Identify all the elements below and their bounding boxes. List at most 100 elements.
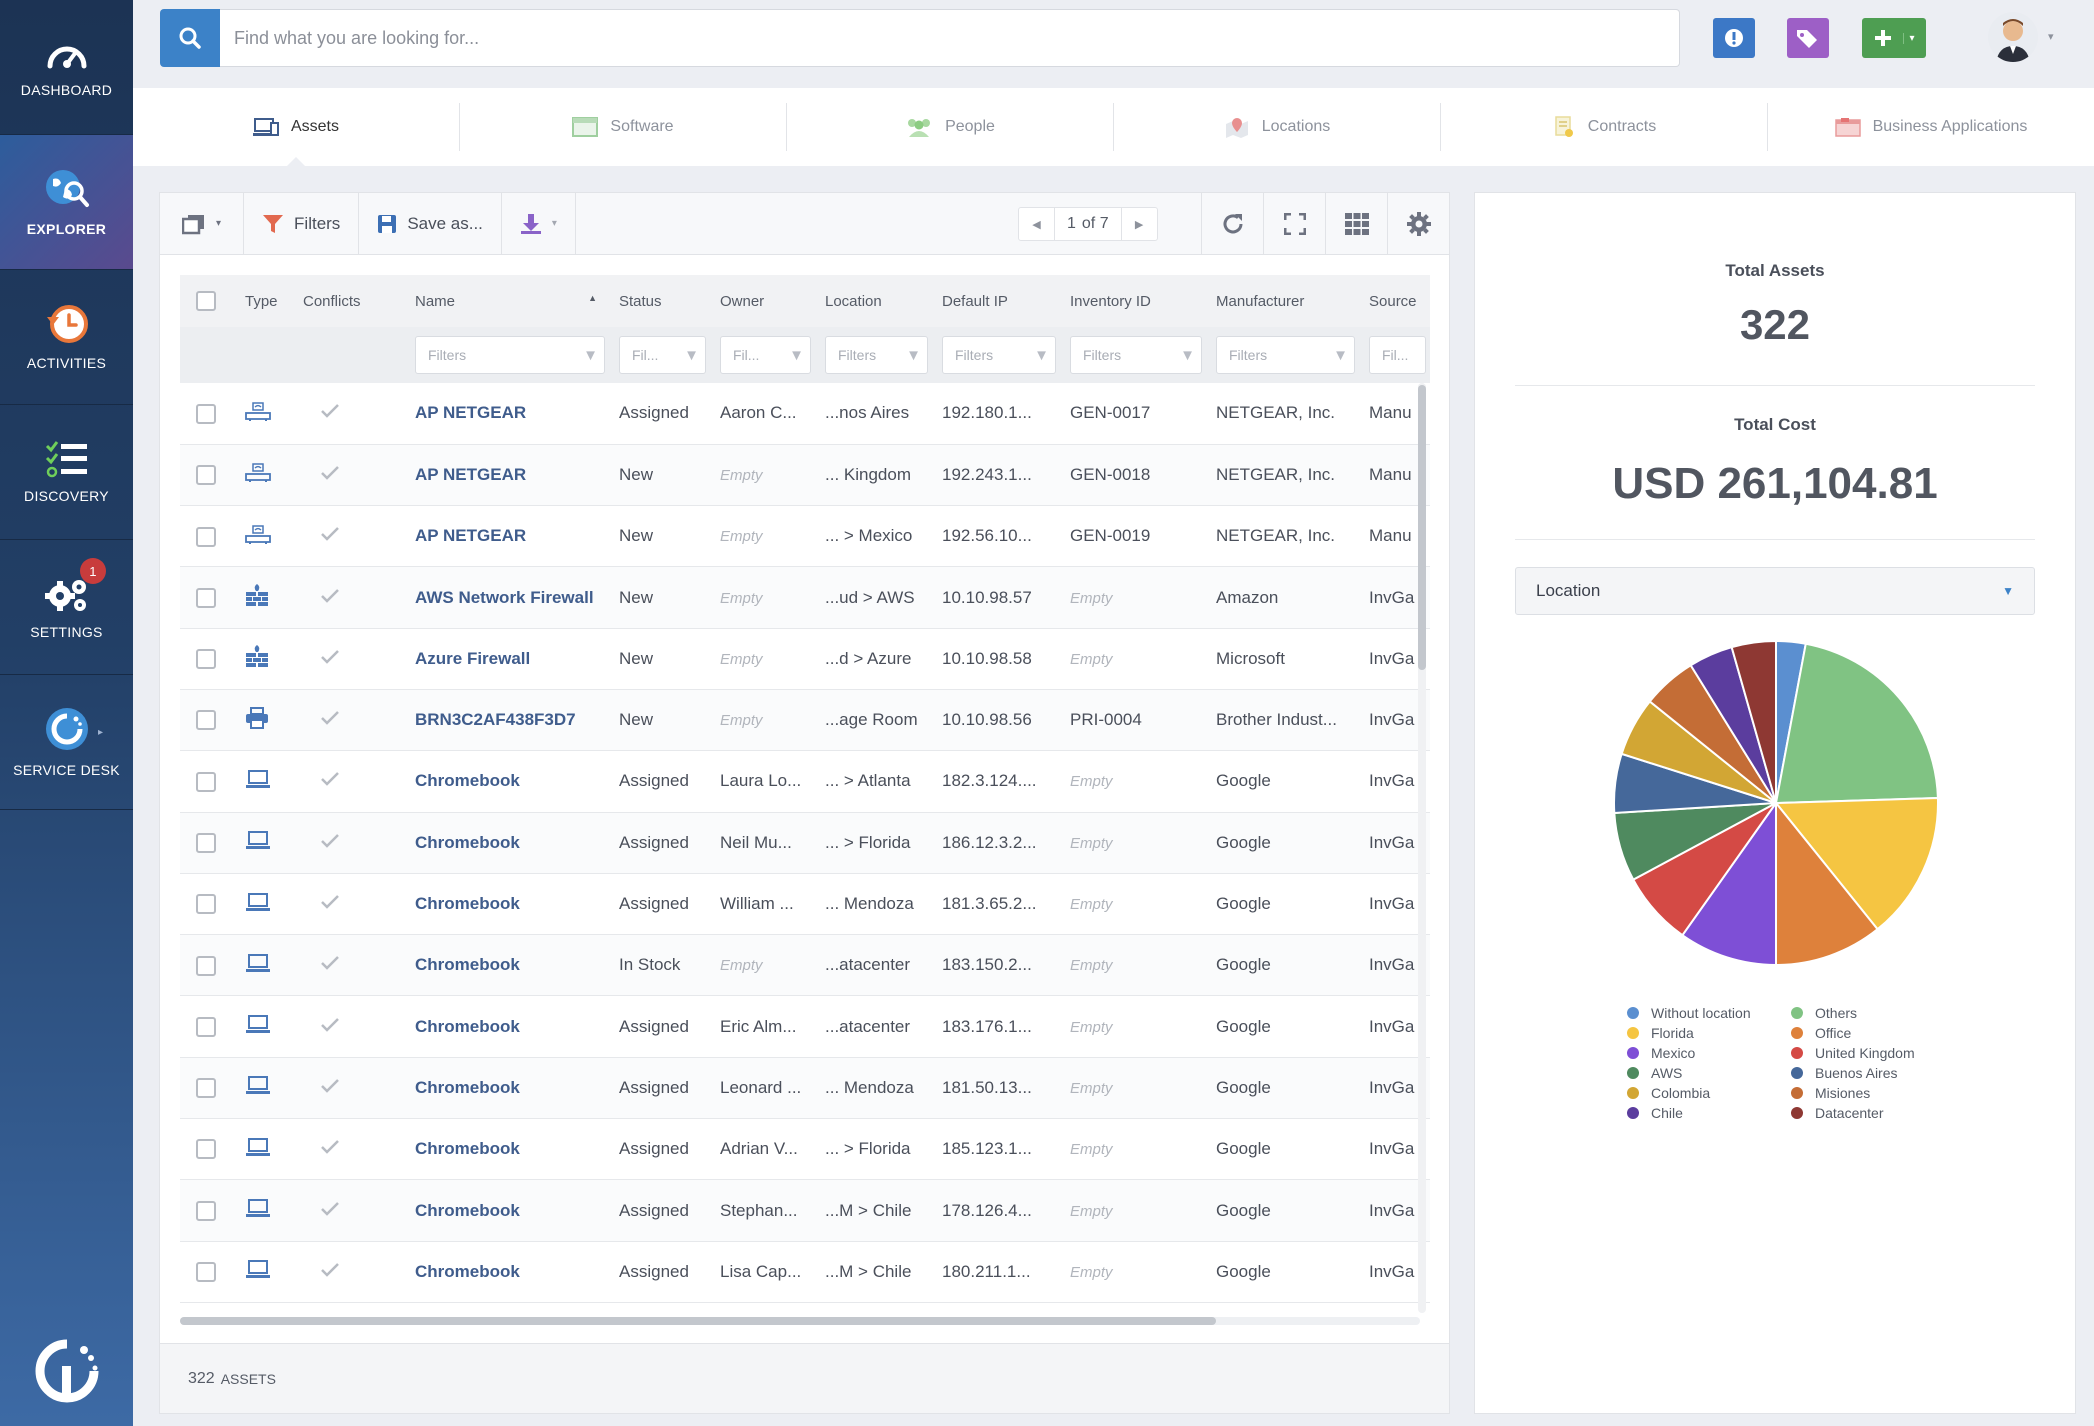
export-button[interactable]: ▾: [502, 192, 576, 255]
legend-item[interactable]: Mexico: [1627, 1043, 1791, 1063]
horizontal-scrollbar-thumb[interactable]: [180, 1317, 1216, 1325]
table-row[interactable]: AWS Network Firewall New Empty ...ud > AWS 1…: [180, 566, 1430, 629]
name-cell[interactable]: Chromebook: [405, 812, 609, 874]
column-header-owner[interactable]: Owner: [710, 275, 815, 327]
column-header-source[interactable]: Source: [1359, 275, 1430, 327]
legend-item[interactable]: Without location: [1627, 1003, 1791, 1023]
name-cell[interactable]: AP NETGEAR: [405, 505, 609, 568]
next-page-button[interactable]: ▶: [1120, 208, 1157, 240]
legend-item[interactable]: Office: [1791, 1023, 1951, 1043]
add-new-button[interactable]: ▾: [1862, 18, 1926, 58]
table-row[interactable]: AP NETGEAR New Empty ... Kingdom 192.243.1..…: [180, 444, 1430, 507]
name-cell[interactable]: Chromebook: [405, 1241, 609, 1303]
name-cell[interactable]: Chromebook: [405, 1057, 609, 1120]
pie-slice-others[interactable]: [1774, 642, 1939, 805]
alerts-button[interactable]: [1713, 18, 1755, 58]
column-header-manufacturer[interactable]: Manufacturer: [1206, 275, 1359, 327]
table-row[interactable]: Chromebook In Stock Empty ...atacenter 183.1…: [180, 934, 1430, 997]
asset-name-link[interactable]: BRN3C2AF438F3D7: [415, 710, 576, 730]
column-header-status[interactable]: Status: [609, 275, 710, 327]
name-cell[interactable]: Chromebook: [405, 873, 609, 936]
name-cell[interactable]: Chromebook: [405, 995, 609, 1058]
asset-name-link[interactable]: Chromebook: [415, 832, 520, 852]
tags-button[interactable]: [1787, 18, 1829, 58]
table-row[interactable]: Chromebook Assigned Leonard ... ... Mendoza…: [180, 1057, 1430, 1120]
tab-contracts[interactable]: Contracts: [1441, 103, 1768, 151]
avatar-chevron-down-icon[interactable]: ▾: [2048, 31, 2054, 43]
asset-name-link[interactable]: Chromebook: [415, 955, 520, 975]
asset-name-link[interactable]: Chromebook: [415, 1139, 520, 1159]
row-checkbox[interactable]: [196, 403, 216, 424]
name-cell[interactable]: AP NETGEAR: [405, 444, 609, 507]
previous-page-button[interactable]: ◀: [1019, 208, 1055, 240]
sidebar-item-dashboard[interactable]: DASHBOARD: [0, 0, 133, 135]
select-all-checkbox[interactable]: [196, 291, 216, 311]
tab-business-applications[interactable]: Business Applications: [1768, 103, 2094, 151]
bulk-actions-button[interactable]: ▾: [160, 192, 245, 255]
grid-settings-button[interactable]: [1387, 193, 1449, 255]
table-row[interactable]: Chromebook Assigned Laura Lo... ... > Atlan…: [180, 750, 1430, 813]
row-checkbox[interactable]: [196, 587, 216, 608]
table-row[interactable]: Azure Firewall New Empty ...d > Azure 10.10.…: [180, 628, 1430, 690]
asset-name-link[interactable]: Chromebook: [415, 1077, 520, 1097]
horizontal-scrollbar[interactable]: [180, 1317, 1420, 1325]
search-button[interactable]: [160, 9, 220, 67]
asset-name-link[interactable]: Chromebook: [415, 771, 520, 791]
column-header-type[interactable]: Type: [235, 275, 293, 327]
legend-item[interactable]: Chile: [1627, 1103, 1791, 1123]
sidebar-item-discovery[interactable]: DISCOVERY: [0, 405, 133, 540]
asset-name-link[interactable]: AP NETGEAR: [415, 403, 527, 423]
refresh-button[interactable]: [1201, 193, 1263, 255]
filters-button[interactable]: Filters: [244, 192, 360, 255]
pie-slice-florida[interactable]: [1773, 796, 1939, 931]
name-cell[interactable]: Chromebook: [405, 1118, 609, 1181]
row-checkbox[interactable]: [196, 1262, 216, 1283]
asset-name-link[interactable]: Azure Firewall: [415, 648, 531, 668]
avatar[interactable]: [1988, 12, 2038, 62]
tab-assets[interactable]: Assets: [133, 103, 460, 167]
table-row[interactable]: Chromebook Assigned Stephan... ...M > Chile…: [180, 1179, 1430, 1242]
filter-input-name[interactable]: Filters ▼: [415, 336, 605, 374]
row-checkbox[interactable]: [196, 465, 216, 486]
table-row[interactable]: Chromebook Assigned Adrian V... ... > Flori…: [180, 1118, 1430, 1181]
row-checkbox[interactable]: [196, 771, 216, 792]
tab-people[interactable]: People: [787, 103, 1114, 151]
name-cell[interactable]: AP NETGEAR: [405, 383, 609, 445]
row-checkbox[interactable]: [196, 894, 216, 915]
legend-item[interactable]: Florida: [1627, 1023, 1791, 1043]
name-cell[interactable]: Chromebook: [405, 750, 609, 813]
table-row[interactable]: Chromebook Assigned Eric Alm... ...atacente…: [180, 995, 1430, 1058]
filter-input-manufacturer[interactable]: Filters ▼: [1216, 336, 1355, 374]
legend-item[interactable]: Others: [1791, 1003, 1951, 1023]
column-header-name[interactable]: Name ▲: [405, 275, 609, 327]
asset-name-link[interactable]: AWS Network Firewall: [415, 587, 594, 607]
legend-item[interactable]: Datacenter: [1791, 1103, 1951, 1123]
row-checkbox[interactable]: [196, 710, 216, 731]
vertical-scrollbar[interactable]: [1418, 383, 1426, 1313]
table-row[interactable]: BRN3C2AF438F3D7 New Empty ...age Room 10.10.…: [180, 689, 1430, 752]
legend-item[interactable]: AWS: [1627, 1063, 1791, 1083]
column-header-default-ip[interactable]: Default IP: [932, 275, 1060, 327]
asset-name-link[interactable]: Chromebook: [415, 1016, 520, 1036]
asset-name-link[interactable]: Chromebook: [415, 894, 520, 914]
legend-item[interactable]: Buenos Aires: [1791, 1063, 1951, 1083]
row-checkbox[interactable]: [196, 526, 216, 547]
filter-input-source[interactable]: Fil...: [1369, 336, 1426, 374]
name-cell[interactable]: Azure Firewall: [405, 628, 609, 690]
asset-name-link[interactable]: Chromebook: [415, 1200, 520, 1220]
row-checkbox[interactable]: [196, 1200, 216, 1221]
legend-item[interactable]: Colombia: [1627, 1083, 1791, 1103]
search-input[interactable]: [220, 9, 1680, 67]
table-row[interactable]: Chromebook Assigned Neil Mu... ... > Florid…: [180, 812, 1430, 874]
legend-item[interactable]: Misiones: [1791, 1083, 1951, 1103]
pie-slice-mexico[interactable]: [1681, 799, 1777, 967]
sidebar-item-service-desk[interactable]: ▸ SERVICE DESK: [0, 675, 133, 810]
filter-input-owner[interactable]: Fil... ▼: [720, 336, 811, 374]
vertical-scrollbar-thumb[interactable]: [1418, 385, 1426, 670]
tab-software[interactable]: Software: [460, 103, 787, 151]
row-checkbox[interactable]: [196, 1016, 216, 1037]
pie-slice-office[interactable]: [1775, 800, 1879, 967]
row-checkbox[interactable]: [196, 955, 216, 976]
asset-name-link[interactable]: Chromebook: [415, 1261, 520, 1281]
row-checkbox[interactable]: [196, 1078, 216, 1099]
